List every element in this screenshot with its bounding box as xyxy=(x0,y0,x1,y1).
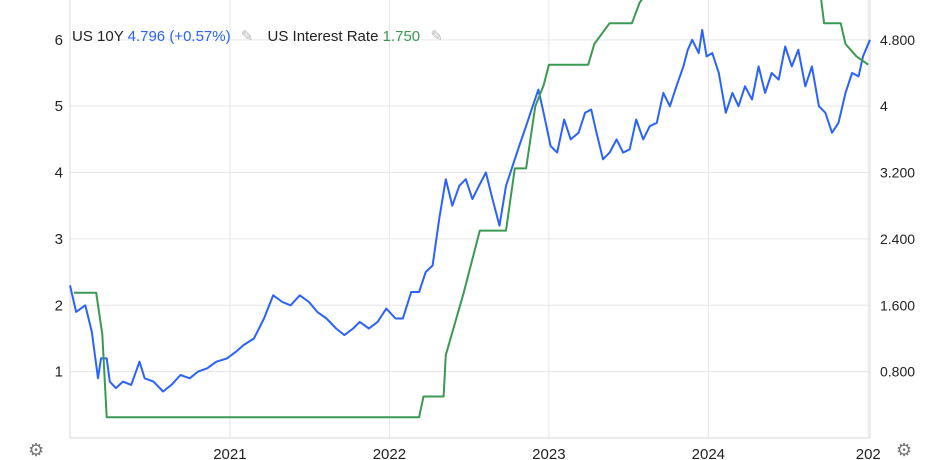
pencil-icon[interactable]: ✎ xyxy=(240,28,254,45)
legend-item-us10y[interactable]: US 10Y 4.796 (+0.57%) ✎ xyxy=(72,27,253,45)
pencil-icon[interactable]: ✎ xyxy=(430,28,443,45)
legend-series-value: 1.750 xyxy=(382,28,421,45)
x-tick-label: 2021 xyxy=(213,446,246,460)
x-tick-label: 2024 xyxy=(692,446,725,460)
y-right-tick-label: 0.800 xyxy=(880,364,915,380)
legend-item-us-interest-rate[interactable]: US Interest Rate 1.750 ✎ xyxy=(268,27,443,45)
y-right-tick-label: 4 xyxy=(880,98,888,114)
series-line-us-interest-rate xyxy=(73,0,869,419)
series-line-us-10y xyxy=(69,28,871,393)
legend-series-name: US 10Y xyxy=(72,28,124,45)
legend-series-name: US Interest Rate xyxy=(267,28,379,45)
y-right-tick-label: 2.400 xyxy=(880,231,915,247)
y-left-tick-label: 3 xyxy=(55,231,63,248)
y-left-tick-label: 1 xyxy=(55,364,63,381)
y-left-tick-label: 5 xyxy=(55,98,63,115)
y-right-tick-label: 4.800 xyxy=(880,32,915,48)
y-right-tick-label: 1.600 xyxy=(880,297,915,313)
y-left-tick-label: 6 xyxy=(55,32,63,49)
y-right-tick-label: 3.200 xyxy=(880,165,915,181)
y-left-tick-label: 4 xyxy=(55,165,63,182)
x-tick-label: 202 xyxy=(856,446,881,460)
gear-icon[interactable]: ⚙ xyxy=(896,440,913,460)
x-tick-label: 2023 xyxy=(532,446,565,460)
gear-icon[interactable]: ⚙ xyxy=(28,440,45,460)
x-tick-label: 2022 xyxy=(373,446,406,460)
chart-legend: US 10Y 4.796 (+0.57%) ✎ US Interest Rate… xyxy=(72,27,453,45)
y-left-tick-label: 2 xyxy=(55,297,63,314)
legend-series-value: 4.796 (+0.57%) xyxy=(127,28,231,45)
